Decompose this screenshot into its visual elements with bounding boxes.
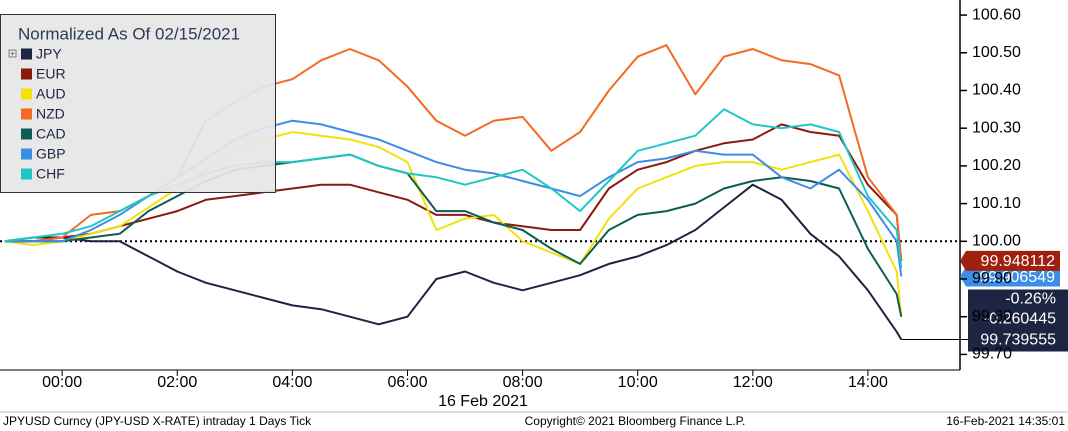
tag-box [960,266,1060,287]
legend-label: AUD [36,86,66,102]
x-tick-label: 12:00 [733,374,773,391]
legend-label: GBP [36,146,66,162]
change-label: -0.26% [1005,291,1056,308]
y-tick-label: 100.50 [972,44,1021,61]
x-tick-label: 04:00 [272,374,312,391]
change-label: -0.260445 [984,311,1056,328]
y-tick-label: 99.90 [972,270,1012,287]
y-tick-label: 99.80 [972,308,1012,325]
legend-title: Normalized As Of 02/15/2021 [18,24,240,43]
series-line [4,153,903,317]
x-tick-label: 10:00 [618,374,658,391]
legend-swatch [21,108,32,120]
legend-label: CAD [36,126,66,142]
legend-swatch [21,128,32,140]
x-tick-label: 00:00 [42,374,82,391]
price-tag-value: 99.948112 [981,253,1056,270]
x-tick-label: 02:00 [157,374,197,391]
x-axis-label: 16 Feb 2021 [438,393,528,410]
expand-icon[interactable] [8,49,17,58]
price-tag-value: 99.906549 [979,269,1055,286]
legend-label: EUR [36,66,66,82]
y-tick-label: 100.10 [972,195,1021,212]
footer-center: Copyright© 2021 Bloomberg Finance L.P. [525,414,746,428]
y-tick-label: 100.30 [972,119,1021,136]
y-tick-label: 99.70 [972,346,1012,363]
legend-label: CHF [36,166,65,182]
legend-box [0,14,276,193]
x-tick-label: 14:00 [848,374,888,391]
tag-box [968,289,1068,352]
tag-box [960,250,1060,271]
legend-swatch [21,88,32,100]
series-line [4,131,903,317]
price-tag-value: 99.739555 [980,332,1056,349]
series-line [4,123,903,261]
legend-label: NZD [36,106,65,122]
footer-right: 16-Feb-2021 14:35:01 [946,414,1065,428]
x-tick-label: 06:00 [387,374,427,391]
legend: Normalized As Of 02/15/2021 JPY EUR AUD NZD… [0,14,276,193]
y-tick-label: 100.20 [972,157,1021,174]
x-tick-label: 08:00 [503,374,543,391]
y-tick-label: 100.60 [972,6,1021,23]
legend-swatch [21,48,32,60]
legend-swatch [21,168,32,180]
legend-swatch [21,68,32,80]
y-tick-label: 100.40 [972,82,1021,99]
legend-label: JPY [36,46,62,62]
legend-swatch [21,148,32,160]
series-line [4,183,903,341]
y-tick-label: 100.00 [972,233,1021,250]
footer-left: JPYUSD Curncy (JPY-USD X-RATE) intraday … [3,414,312,428]
